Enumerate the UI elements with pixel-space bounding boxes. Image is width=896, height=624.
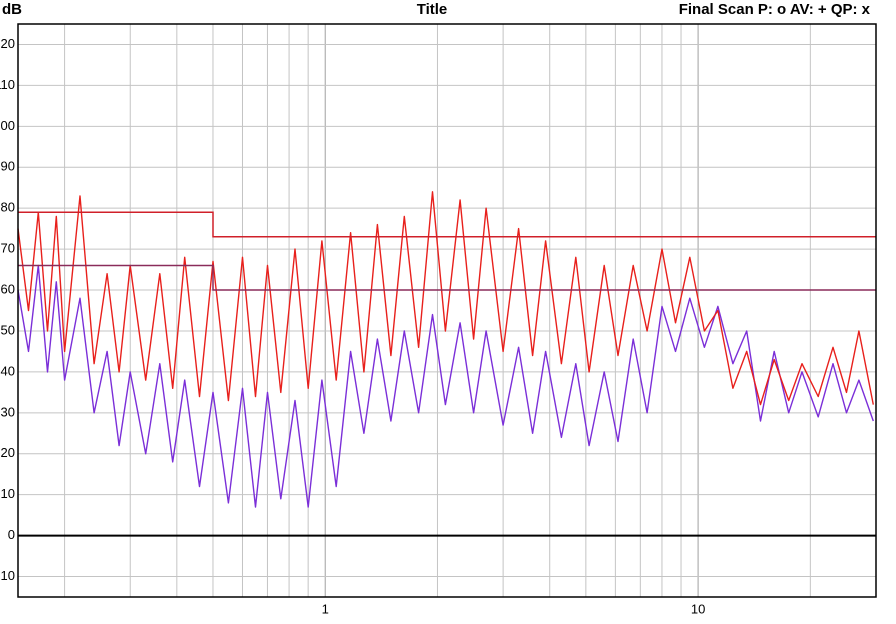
- y-tick-label: 0: [8, 527, 15, 542]
- y-tick-label: 30: [1, 404, 15, 419]
- chart-title: Title: [417, 1, 448, 18]
- y-tick-label: -10: [0, 568, 15, 583]
- y-tick-label: 80: [1, 200, 15, 215]
- trace: [17, 264, 874, 508]
- y-tick-label: 50: [1, 322, 15, 337]
- limit-line: [18, 211, 876, 238]
- y-tick-label: 20: [1, 445, 15, 460]
- y-tick-label: 120: [0, 36, 15, 51]
- y-tick-label: 10: [1, 486, 15, 501]
- y-axis-label: dB: [2, 1, 22, 18]
- y-tick-label: 90: [1, 159, 15, 174]
- y-tick-label: 60: [1, 281, 15, 296]
- y-tick-label: 100: [0, 118, 15, 133]
- trace: [17, 191, 874, 406]
- x-tick-label: 10: [691, 601, 705, 616]
- x-tick-label: 1: [322, 601, 329, 616]
- y-tick-label: 110: [0, 77, 15, 92]
- legend-text: Final Scan P: o AV: + QP: x: [679, 1, 871, 18]
- limit-line: [18, 264, 876, 291]
- plot-border: [17, 23, 877, 598]
- y-tick-label: 70: [1, 241, 15, 256]
- y-tick-label: 40: [1, 363, 15, 378]
